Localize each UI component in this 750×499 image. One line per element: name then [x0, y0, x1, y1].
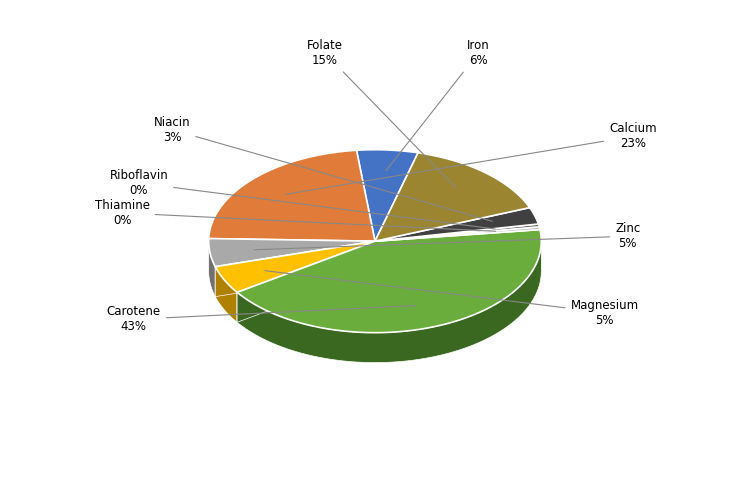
- Polygon shape: [215, 266, 237, 322]
- Polygon shape: [237, 241, 375, 322]
- Text: Riboflavin
0%: Riboflavin 0%: [110, 169, 495, 229]
- Polygon shape: [209, 241, 215, 296]
- Text: Niacin
3%: Niacin 3%: [154, 116, 492, 221]
- Text: Carotene
43%: Carotene 43%: [106, 305, 416, 333]
- Polygon shape: [375, 153, 530, 241]
- Polygon shape: [375, 227, 540, 241]
- Polygon shape: [215, 241, 375, 296]
- Polygon shape: [215, 241, 375, 296]
- Polygon shape: [375, 208, 538, 241]
- Polygon shape: [356, 150, 418, 241]
- Polygon shape: [209, 150, 375, 241]
- Text: Calcium
23%: Calcium 23%: [286, 122, 657, 194]
- Text: Magnesium
5%: Magnesium 5%: [265, 270, 638, 327]
- Polygon shape: [237, 241, 375, 322]
- Polygon shape: [209, 239, 375, 266]
- Text: Zinc
5%: Zinc 5%: [254, 222, 640, 250]
- Polygon shape: [237, 241, 542, 363]
- Text: Thiamine
0%: Thiamine 0%: [94, 199, 496, 232]
- Polygon shape: [375, 224, 539, 241]
- Text: Iron
6%: Iron 6%: [386, 39, 490, 171]
- Polygon shape: [215, 241, 375, 292]
- Polygon shape: [237, 230, 542, 333]
- Text: Folate
15%: Folate 15%: [307, 39, 456, 188]
